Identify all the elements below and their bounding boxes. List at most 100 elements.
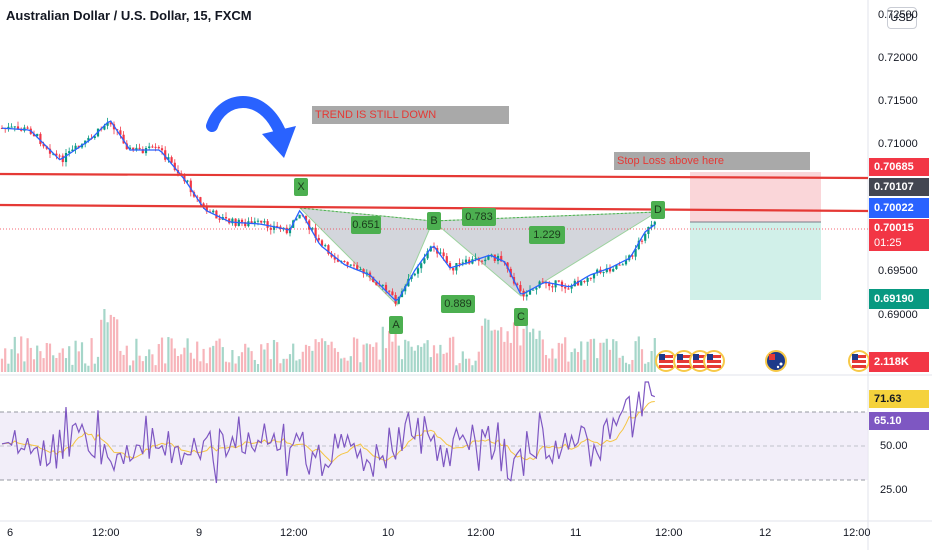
volume-bar [637,336,640,372]
volume-bar [436,353,439,372]
candle-body [164,150,167,160]
volume-bar [509,342,512,372]
volume-bar [308,346,311,372]
stop-loss-zone[interactable] [690,172,821,222]
trend-note[interactable]: TREND IS STILL DOWN [312,106,509,124]
candle-body [324,245,327,247]
volume-bar [455,365,458,372]
stop-loss-note[interactable]: Stop Loss above here [614,152,810,170]
candle-body [244,222,247,227]
volume-bar [42,358,45,372]
candle-body [231,218,234,224]
price-tag-crosshair: 0.70107 [869,178,929,196]
candle-body [327,245,330,254]
volume-bar [116,319,119,372]
volume-bar [576,352,580,372]
volume-bar [164,363,167,372]
volume-bar [80,342,84,372]
volume-bar [202,348,205,372]
volume-bar [362,344,365,372]
volume-bar [535,338,538,372]
candle-body [480,260,484,262]
candle-body [218,218,221,220]
candle-body [464,259,468,263]
volume-bar [554,358,557,372]
pattern-point-x[interactable]: X [294,178,308,196]
candle-body [564,286,567,289]
currency-button[interactable]: USD [887,7,917,29]
time-tick: 11 [570,527,582,539]
candle-body [135,147,138,151]
resistance-line-upper[interactable] [0,172,869,180]
rsi-ma-line [1,401,655,464]
candle-body [557,280,560,282]
volume-bar [36,345,39,372]
pattern-point-a[interactable]: A [389,316,403,334]
candle-body [535,287,538,290]
volume-bar [32,359,36,372]
volume-bar [205,363,208,372]
candle-body [413,273,416,276]
pattern-point-d[interactable]: D [651,201,665,219]
volume-bar [135,338,138,372]
candle-body [455,263,458,271]
volume-bar [612,339,615,372]
pattern-point-c[interactable]: C [514,308,528,326]
candle-body [416,268,420,274]
rsi-tick: 25.00 [880,484,908,496]
volume-bar [180,354,183,372]
symbol-title[interactable]: Australian Dollar / U.S. Dollar, 15, FXC… [6,8,252,23]
australia-flag-event-icon[interactable] [765,350,787,372]
volume-bar [298,359,301,372]
ratio-label-bcd[interactable]: 1.229 [529,226,565,244]
candle-body [583,281,586,283]
candle-body [202,203,205,207]
pattern-triangle-xab[interactable] [298,207,434,306]
us-flag-event-icon[interactable] [703,350,725,372]
volume-bar [484,318,487,372]
candle-body [631,255,634,257]
candle-body [167,157,170,160]
us-flag-event-icon[interactable] [655,350,677,372]
price-tag-ma: 0.70022 [869,198,929,218]
arrow-annotation-icon[interactable] [206,96,296,158]
volume-bar [317,342,320,372]
volume-bar [160,337,164,372]
volume-bar [218,338,221,372]
candle-body [452,267,455,271]
candle-body [199,197,202,204]
volume-bar [192,358,196,372]
volume-bar [407,341,410,372]
candle-body [160,148,164,151]
volume-bar [551,348,554,372]
resistance-line-lower[interactable] [0,203,869,213]
time-tick: 6 [7,527,14,539]
volume-bar [628,364,631,372]
pattern-point-b[interactable]: B [427,212,441,230]
volume-bar [128,365,132,372]
volume-bar [512,322,516,372]
us-flag-event-icon[interactable] [848,350,870,372]
volume-bar [592,338,596,372]
volume-bar [266,343,269,372]
ratio-label-xad[interactable]: 0.889 [441,295,475,313]
volume-bar [167,337,170,372]
ratio-label-abc[interactable]: 0.783 [462,208,496,226]
volume-bar [48,343,52,372]
ratio-label-xab[interactable]: 0.651 [351,216,381,234]
volume-bar [346,360,349,372]
candle-body [320,240,324,246]
volume-bar [93,363,96,372]
take-profit-zone[interactable] [690,222,821,300]
candle-body [330,253,333,257]
time-tick: 12:00 [843,527,871,539]
price-tick: 0.72000 [878,52,918,64]
candle-body [384,284,388,291]
volume-bar [634,341,637,372]
candle-body [333,256,336,260]
candle-body [253,221,256,224]
candle-body [637,240,640,250]
candle-body [42,144,45,147]
volume-bar [368,344,372,372]
